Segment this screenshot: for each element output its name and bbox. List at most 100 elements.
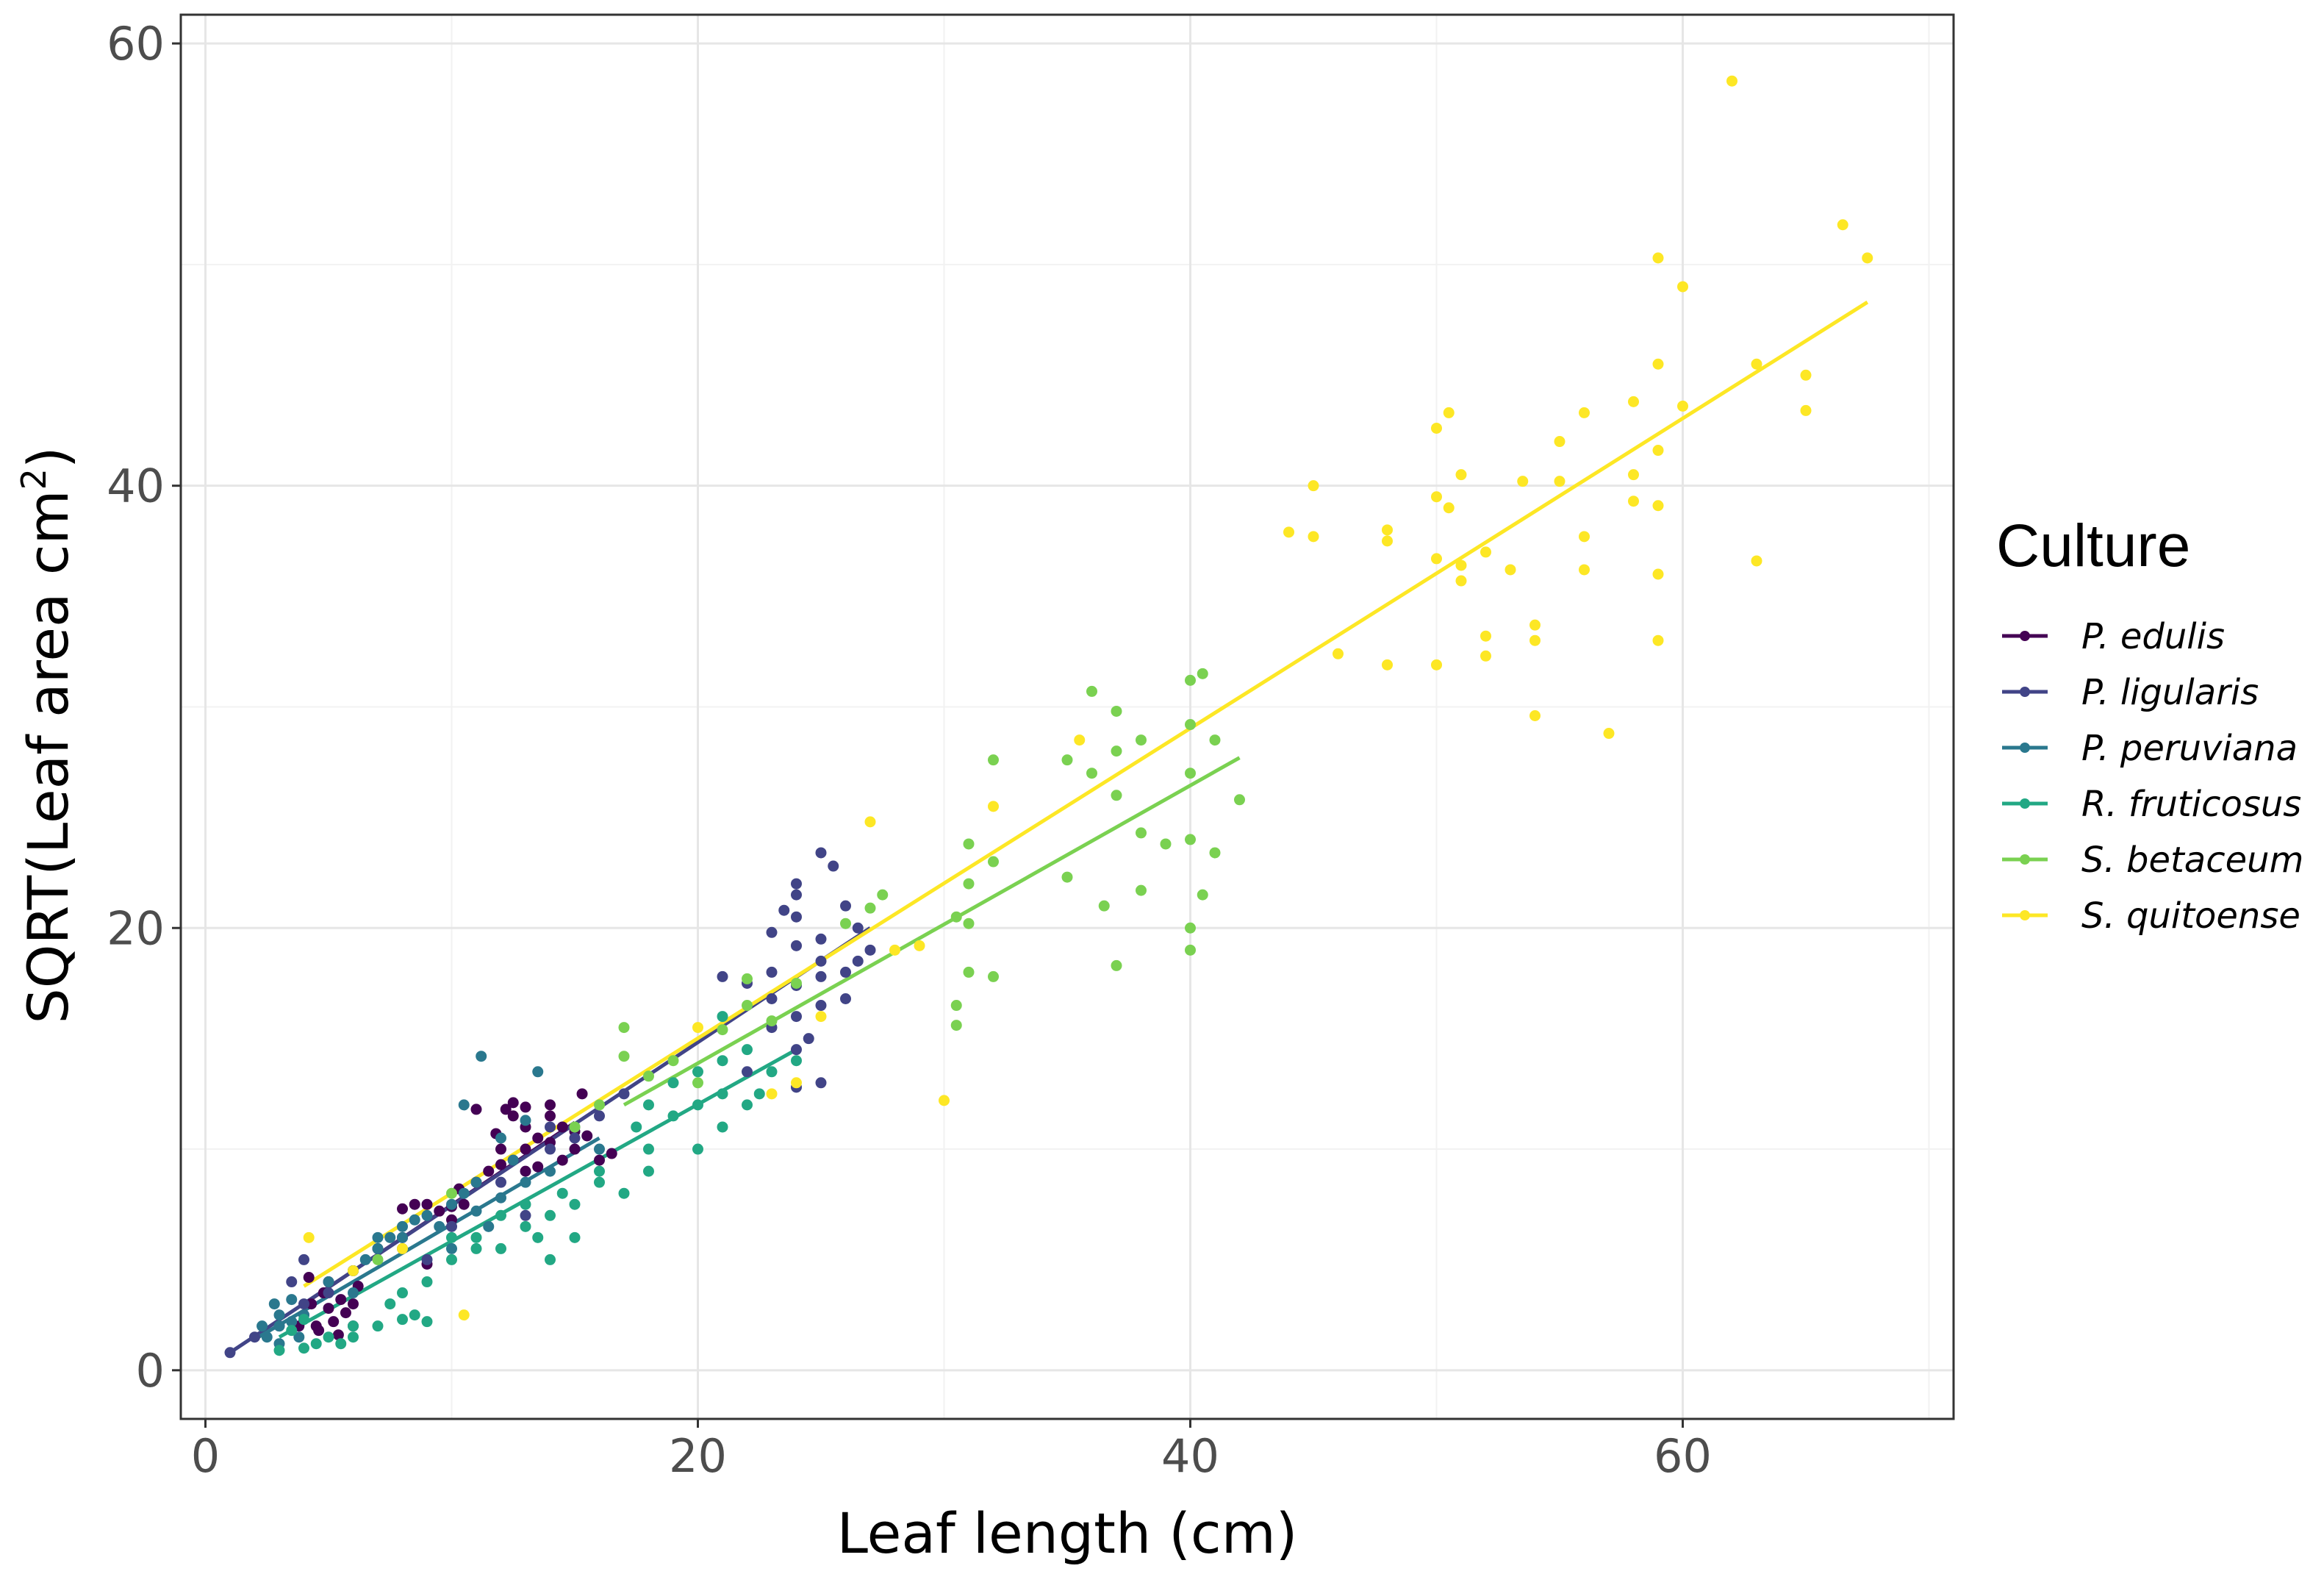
y-axis-title-superscript: 2 [14,468,54,490]
data-point [766,966,778,978]
data-point [359,1253,371,1265]
data-point [643,1070,654,1082]
data-point [643,1099,654,1111]
legend-label: S. betaceum [2081,840,2303,881]
data-point [434,1205,445,1217]
legend-item: S. betaceum [2002,840,2303,881]
data-point [340,1307,351,1319]
data-point [545,1253,556,1265]
data-point [1098,900,1110,912]
data-point [877,889,889,901]
data-point [692,1077,703,1089]
data-point [520,1220,531,1232]
legend: Culture P. edulis P. ligularis P. peruvian… [1996,512,2303,937]
data-point [667,1077,679,1089]
data-point [323,1276,334,1288]
data-point [803,1033,814,1045]
data-point [397,1287,408,1299]
data-point [520,1101,531,1113]
data-point [507,1154,519,1166]
legend-label: S. quitoense [2081,895,2300,937]
data-point [224,1347,236,1359]
data-point [249,1331,260,1343]
data-point [1529,709,1541,721]
data-point [520,1143,531,1155]
x-tick-label: 60 [1654,1429,1712,1483]
data-point [323,1303,334,1315]
data-point [421,1209,433,1221]
legend-key-point [2020,910,2030,920]
data-point [667,1055,679,1067]
data-point [791,1055,802,1067]
gridlines [181,15,1954,1419]
data-point [310,1338,322,1350]
data-point [1628,469,1639,481]
data-point [1431,491,1442,503]
x-tick-label: 40 [1161,1429,1219,1483]
data-point [692,1143,703,1155]
data-point [495,1176,506,1188]
data-point [298,1253,309,1265]
data-point [594,1110,605,1122]
data-point [1308,480,1319,492]
data-point [286,1325,298,1337]
data-point [1480,630,1491,642]
data-point [1382,659,1393,670]
data-point [507,1110,519,1122]
data-point [852,922,864,934]
data-point [692,1022,703,1034]
data-point [963,878,975,890]
data-point [372,1231,384,1243]
data-point [384,1231,396,1243]
x-axis-title: Leaf length (cm) [837,1501,1298,1566]
data-point [717,1011,728,1023]
y-tick-label: 0 [136,1344,165,1398]
data-point [1455,559,1467,571]
data-point [500,1104,512,1115]
data-point [556,1121,568,1133]
data-point [495,1242,506,1254]
data-point [303,1231,315,1243]
data-point [753,1088,765,1100]
data-point [791,1044,802,1056]
data-point [335,1294,347,1306]
x-tick-label: 20 [669,1429,727,1483]
data-point [988,856,999,868]
data-point [372,1320,384,1332]
data-point [421,1276,433,1288]
data-point [273,1320,285,1332]
data-point [791,889,802,901]
data-point [606,1148,617,1159]
panel-border [179,13,1955,1420]
data-point [692,1099,703,1111]
data-point [372,1242,384,1254]
data-point [1431,659,1442,670]
data-point [889,944,900,956]
data-point [840,966,851,978]
legend-item: R. fruticosus [2002,784,2301,825]
data-point [470,1231,482,1243]
data-point [303,1271,315,1283]
data-point [1185,834,1196,845]
data-point [446,1220,457,1232]
data-point [1443,407,1455,418]
data-point [594,1176,605,1188]
data-point [372,1253,384,1265]
data-point [1726,75,1737,87]
data-point [1382,524,1393,536]
data-point [840,993,851,1005]
data-point [261,1331,273,1343]
data-point [778,904,790,916]
data-point [667,1110,679,1122]
data-point [286,1276,298,1288]
data-point [1677,400,1688,412]
data-point [257,1320,268,1332]
series-points [273,1011,802,1356]
data-point [495,1132,506,1144]
legend-title: Culture [1996,512,2190,579]
data-point [1455,469,1467,481]
data-point [742,973,753,984]
y-axis-title-close: ) [15,446,81,468]
y-axis-ticks: 0 20 40 60 [107,17,181,1398]
data-point [458,1198,470,1210]
